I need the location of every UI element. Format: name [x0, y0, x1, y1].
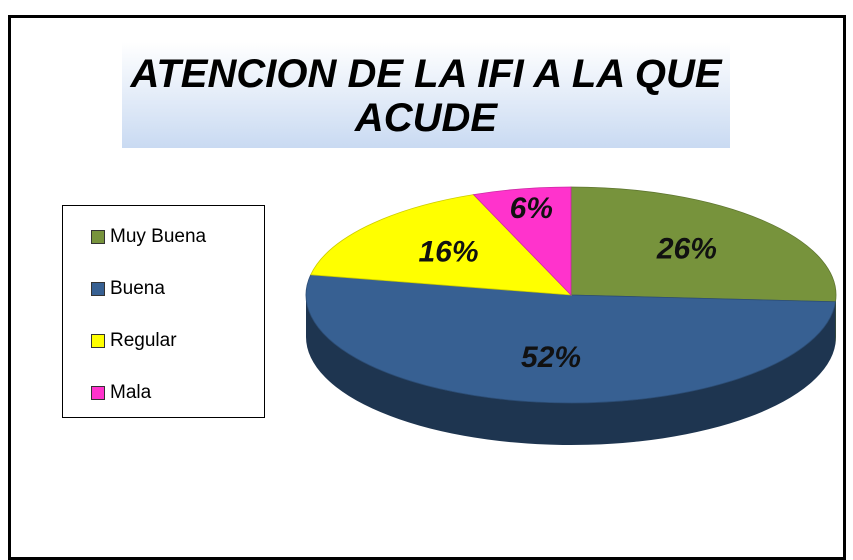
slice-side — [306, 295, 836, 446]
legend: Muy Buena Buena Regular Mala — [62, 205, 265, 418]
legend-swatch — [91, 386, 105, 400]
legend-item: Muy Buena — [91, 226, 206, 248]
slice — [472, 186, 572, 296]
legend-swatch — [91, 282, 105, 296]
legend-label: Regular — [110, 330, 177, 351]
legend-label: Mala — [110, 382, 152, 403]
chart-title: ATENCION DE LA IFI A LA QUE ACUDE — [122, 42, 730, 148]
legend-label: Muy Buena — [110, 226, 207, 247]
slice — [305, 274, 836, 404]
data-label: 26% — [656, 233, 717, 266]
legend-item: Mala — [91, 382, 151, 404]
legend-swatch — [91, 230, 105, 244]
legend-item: Buena — [91, 278, 165, 300]
data-label: 6% — [510, 192, 553, 225]
legend-swatch — [91, 334, 105, 348]
data-label: 16% — [418, 236, 478, 269]
legend-label: Buena — [110, 278, 165, 299]
slice — [310, 194, 573, 296]
slice-side — [835, 295, 836, 344]
slice — [570, 186, 837, 303]
legend-item: Regular — [91, 330, 177, 352]
data-label: 52% — [521, 341, 581, 374]
